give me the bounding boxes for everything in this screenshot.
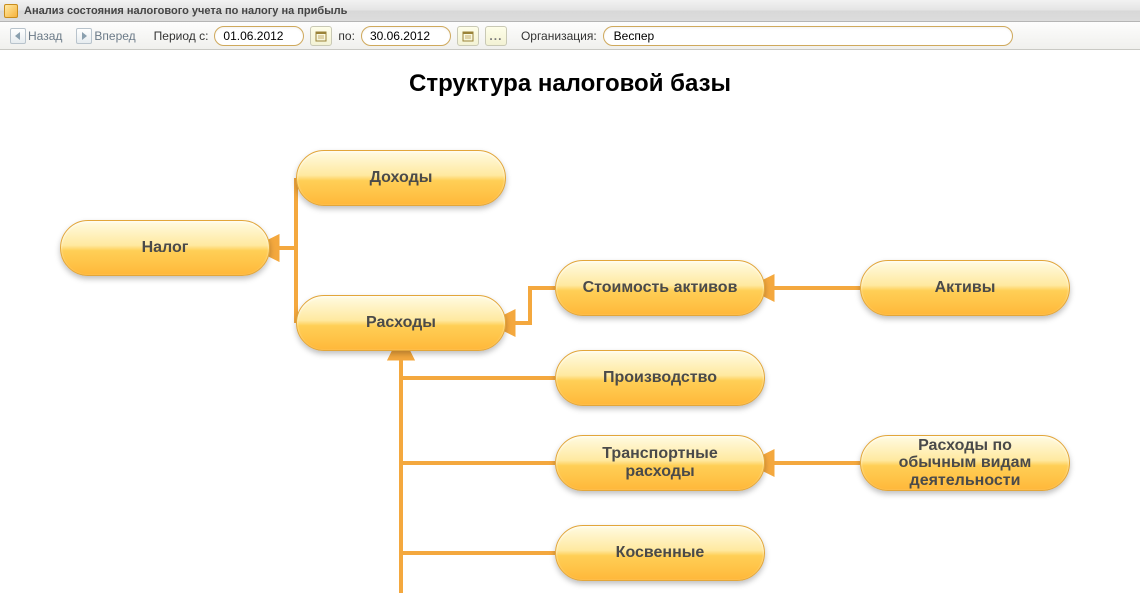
edge-rashody-nalog <box>274 248 296 323</box>
toolbar: Назад Вперед Период с: по: ... Организац… <box>0 22 1140 50</box>
period-dialog-button[interactable]: ... <box>485 26 507 46</box>
node-stoimost[interactable]: Стоимость активов <box>555 260 765 316</box>
forward-button[interactable]: Вперед <box>72 27 139 45</box>
node-kosv[interactable]: Косвенные <box>555 525 765 581</box>
date-from-input[interactable] <box>214 26 304 46</box>
back-arrow-icon <box>10 28 26 44</box>
node-transport[interactable]: Транспортные расходы <box>555 435 765 491</box>
period-from-label: Период с: <box>154 29 209 43</box>
edge-transport-rashody <box>401 355 555 463</box>
node-nalog[interactable]: Налог <box>60 220 270 276</box>
calendar-icon <box>462 30 474 42</box>
edge-kosv-rashody <box>401 355 555 553</box>
calendar-icon <box>315 30 327 42</box>
window-titlebar: Анализ состояния налогового учета по нал… <box>0 0 1140 22</box>
node-proizv[interactable]: Производство <box>555 350 765 406</box>
back-button[interactable]: Назад <box>6 27 66 45</box>
app-icon <box>4 4 18 18</box>
node-rashody[interactable]: Расходы <box>296 295 506 351</box>
diagram-canvas: Структура налоговой базы Налог Доходы Расх… <box>0 50 1140 560</box>
window-title: Анализ состояния налогового учета по нал… <box>24 5 347 17</box>
org-input[interactable] <box>603 26 1013 46</box>
edge-stoimost-rashody <box>510 288 555 323</box>
period-to-label: по: <box>338 29 355 43</box>
forward-arrow-icon <box>76 28 92 44</box>
forward-label: Вперед <box>94 29 135 43</box>
diagram-title: Структура налоговой базы <box>0 70 1140 98</box>
node-rashody_ob[interactable]: Расходы по обычным видам деятельности <box>860 435 1070 491</box>
edge-dohody-nalog <box>274 178 296 248</box>
edge-proizv-rashody <box>401 355 555 378</box>
connectors-layer <box>0 50 1140 610</box>
date-from-calendar-button[interactable] <box>310 26 332 46</box>
date-to-calendar-button[interactable] <box>457 26 479 46</box>
back-label: Назад <box>28 29 62 43</box>
org-label: Организация: <box>521 29 597 43</box>
node-aktivy[interactable]: Активы <box>860 260 1070 316</box>
date-to-input[interactable] <box>361 26 451 46</box>
node-dohody[interactable]: Доходы <box>296 150 506 206</box>
